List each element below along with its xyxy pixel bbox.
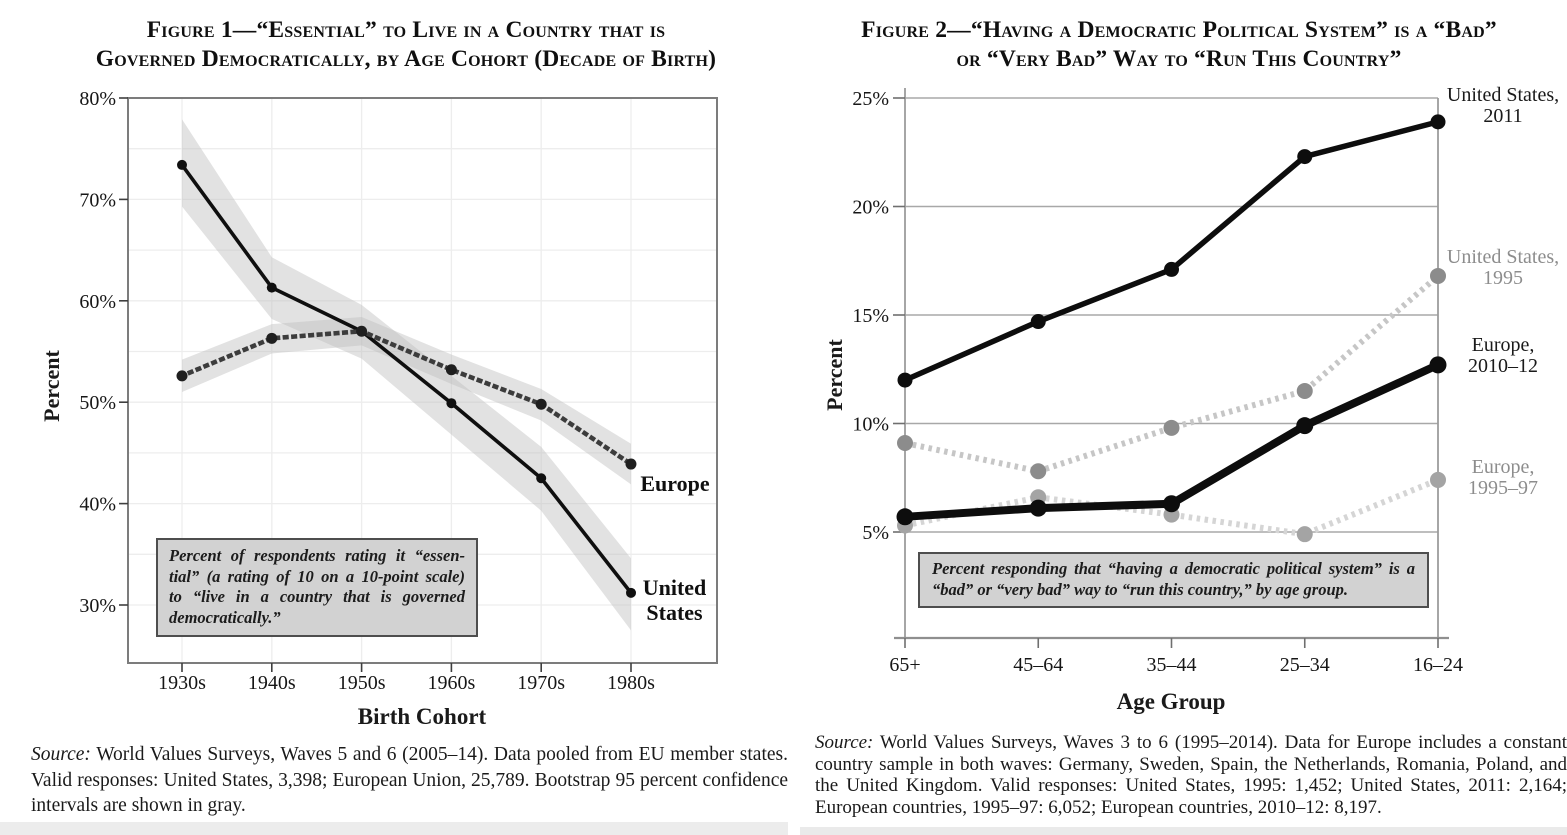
figure2-title-line2: or “Very Bad” Way to “Run This Country” [956,46,1402,72]
data-point-marker [266,332,278,344]
figure1-europe-label: Europe [640,471,710,496]
data-point-marker [1030,463,1047,480]
data-point-marker [1029,499,1047,517]
data-point-marker [1030,314,1046,330]
annotation-line: “bad” or “very bad” way to “run this cou… [932,580,1349,599]
figure2-europe-2010-12-label: Europe, 2010–12 [1468,334,1538,377]
page-edge-right [800,827,1567,835]
fig1-y-tick-label: 30% [79,595,116,617]
data-point-marker [897,372,913,388]
data-point-marker [266,282,277,293]
fig2-y-tick-label: 5% [862,522,889,544]
fig2-x-tick-label: 16–24 [1413,654,1463,676]
fig1-x-tick-label: 1950s [338,672,386,694]
annotation-line: to “live in a country that is governed [169,587,465,606]
data-point-marker [1296,382,1313,399]
data-point-marker [356,325,368,337]
series-line-europe-2010-12 [904,361,1440,521]
figure2-title: Figure 2—“Having a Democratic Political … [798,16,1560,74]
data-point-marker [1296,526,1313,543]
figure2-us-1995-label: United States, 1995 [1446,246,1560,289]
figure2-x-axis-title: Age Group [1116,689,1226,714]
annotation-line: tial” (a rating of 10 on a 10-point scal… [169,566,465,586]
figure1-title: Figure 1—“Essential” to Live in a Countr… [20,16,792,74]
annotation-line: Percent responding that “having a democr… [932,559,1415,578]
data-point-marker [1430,267,1446,284]
figure1-annotation-box: Percent of respondents rating it “essen-… [156,538,478,637]
series-line-united-states-2011 [903,119,1439,383]
fig1-y-tick-label: 60% [79,291,116,313]
fig1-plot-border [127,97,718,664]
fig1-x-tick-label: 1970s [517,672,565,694]
fig1-y-tick-label: 50% [79,392,116,414]
figure2-source-text: World Values Surveys, Waves 3 to 6 (1995… [815,732,1567,818]
figure1-source-label: Source: [31,744,91,765]
data-point-marker [1430,471,1446,488]
data-point-marker [535,398,547,410]
fig1-y-tick-label: 80% [79,88,116,110]
figure1-title-line2: Governed Democratically, by Age Cohort (… [95,46,717,72]
figure1-x-axis-title: Birth Cohort [357,704,487,729]
fig2-x-tick-label: 25–34 [1280,654,1330,676]
annotation-line: democratically.” [169,607,281,627]
series-line-united-states [180,163,633,594]
data-point-marker [896,508,914,526]
data-point-marker [445,364,457,376]
fig2-x-tick-label: 65+ [889,654,920,676]
data-point-marker [625,458,637,470]
fig1-x-tick-label: 1960s [428,672,476,694]
series-line-europe-1995-97 [904,477,1440,538]
series-line-europe [178,328,635,468]
figure2-source-note: Source: World Values Surveys, Waves 3 to… [815,732,1567,818]
fig2-x-tick-label: 35–44 [1147,654,1197,676]
fig1-x-tick-label: 1940s [248,672,296,694]
fig2-y-tick-label: 20% [852,197,889,219]
annotation-line: Percent of respondents rating it “essen- [169,546,465,565]
data-point-marker [1164,261,1179,277]
figure2-source-label: Source: [815,732,874,753]
figure2-us-2011-label: United States, 2011 [1446,84,1560,127]
data-point-marker [897,435,913,452]
fig2-y-tick-label: 10% [852,414,889,436]
figure1-title-line1: Figure 1—“Essential” to Live in a Countr… [146,17,666,43]
data-point-marker [1430,114,1446,130]
fig1-y-tick-label: 40% [79,494,116,516]
fig1-x-tick-label: 1930s [158,672,206,694]
figure1-source-text: World Values Surveys, Waves 5 and 6 (200… [31,744,788,816]
data-point-marker [446,398,457,409]
data-point-marker [1163,419,1180,436]
data-point-marker [177,159,187,170]
data-point-marker [1429,356,1447,374]
figure2-y-axis-title: Percent [822,339,847,411]
figure2-title-line1: Figure 2—“Having a Democratic Political … [861,17,1497,43]
fig1-x-tick-label: 1980s [607,672,655,694]
page-edge-left [0,822,788,835]
fig2-y-tick-label: 25% [852,88,889,110]
figure1-y-axis-title: Percent [39,350,64,422]
figure2-europe-1995-97-label: Europe, 1995–97 [1468,456,1538,499]
fig2-y-tick-label: 15% [852,305,889,327]
data-point-marker [176,370,188,382]
confidence-band-europe [182,317,631,485]
fig1-y-tick-label: 70% [79,189,116,211]
data-point-marker [1163,495,1180,513]
data-point-marker [1297,149,1313,165]
data-point-marker [1296,417,1314,435]
data-point-marker [536,473,547,484]
figure2-annotation-box: Percent responding that “having a democr… [918,552,1429,608]
confidence-band-united-states [182,119,631,631]
figure1-source-note: Source: World Values Surveys, Waves 5 an… [31,742,788,819]
series-line-united-states-1995 [904,273,1440,475]
data-point-marker [626,587,636,598]
figure1-united-states-label: United States [642,575,707,625]
fig2-x-tick-label: 45–64 [1013,654,1063,676]
